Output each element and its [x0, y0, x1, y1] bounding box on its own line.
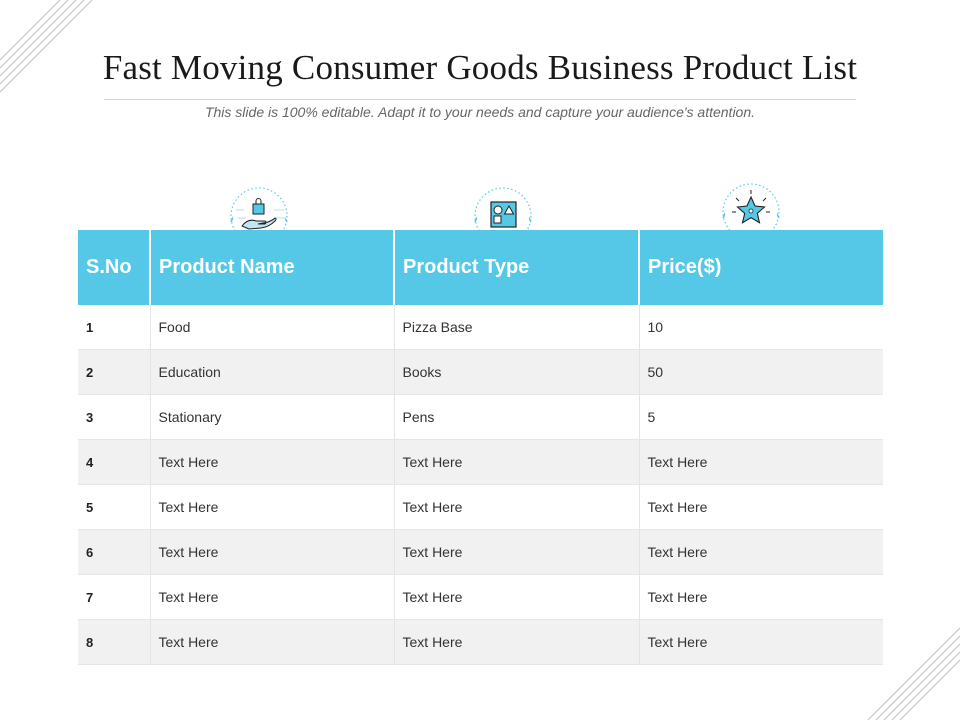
- cell-sno: 1: [78, 305, 151, 350]
- cell-sno: 6: [78, 529, 151, 575]
- cell-sno: 7: [78, 574, 151, 620]
- cell-sno: 4: [78, 439, 151, 485]
- cell-product-name: Education: [150, 349, 395, 395]
- header-product-type: Product Type: [394, 230, 640, 305]
- cell-product-type: Text Here: [394, 439, 640, 485]
- header-price: Price($): [639, 230, 883, 305]
- title-divider: [104, 99, 856, 100]
- cell-product-name: Text Here: [150, 529, 395, 575]
- cell-product-name: Food: [150, 305, 395, 350]
- cell-product-type: Books: [394, 349, 640, 395]
- cell-product-name: Stationary: [150, 394, 395, 440]
- page-subtitle: This slide is 100% editable. Adapt it to…: [204, 104, 756, 120]
- cell-price: 10: [639, 305, 883, 350]
- table-row: 3 Stationary Pens 5: [78, 394, 883, 440]
- header-product-name: Product Name: [150, 230, 395, 305]
- cell-product-name: Text Here: [150, 484, 395, 530]
- cell-sno: 3: [78, 394, 151, 440]
- cell-product-type: Text Here: [394, 574, 640, 620]
- cell-price: Text Here: [639, 484, 883, 530]
- cell-product-type: Text Here: [394, 619, 640, 665]
- cell-sno: 8: [78, 619, 151, 665]
- cell-product-name: Text Here: [150, 574, 395, 620]
- cell-sno: 2: [78, 349, 151, 395]
- table-row: 8 Text Here Text Here Text Here: [78, 619, 883, 665]
- header-sno: S.No: [78, 230, 151, 305]
- corner-stripes-bottom-right: [867, 627, 960, 720]
- cell-sno: 5: [78, 484, 151, 530]
- table-header-row: S.No Product Name Product Type Price($): [78, 230, 883, 305]
- cell-product-name: Text Here: [150, 619, 395, 665]
- shapes-icon: [468, 180, 538, 250]
- star-icon: [716, 176, 786, 246]
- cell-price: Text Here: [639, 529, 883, 575]
- cell-price: 50: [639, 349, 883, 395]
- page-title: Fast Moving Consumer Goods Business Prod…: [102, 48, 858, 87]
- table-row: 6 Text Here Text Here Text Here: [78, 529, 883, 575]
- cell-product-type: Text Here: [394, 484, 640, 530]
- cell-product-name: Text Here: [150, 439, 395, 485]
- cell-product-type: Pens: [394, 394, 640, 440]
- cell-price: Text Here: [639, 574, 883, 620]
- cell-price: 5: [639, 394, 883, 440]
- cell-price: Text Here: [639, 619, 883, 665]
- table-row: 4 Text Here Text Here Text Here: [78, 439, 883, 485]
- hand-with-shopping-bag-icon: [224, 180, 294, 250]
- corner-stripes-top-left: [0, 0, 93, 93]
- table-row: 5 Text Here Text Here Text Here: [78, 484, 883, 530]
- cell-product-type: Pizza Base: [394, 305, 640, 350]
- cell-price: Text Here: [639, 439, 883, 485]
- cell-product-type: Text Here: [394, 529, 640, 575]
- table-row: 2 Education Books 50: [78, 349, 883, 395]
- product-table: S.No Product Name Product Type Price($) …: [78, 230, 883, 665]
- table-row: 1 Food Pizza Base 10: [78, 305, 883, 350]
- table-row: 7 Text Here Text Here Text Here: [78, 574, 883, 620]
